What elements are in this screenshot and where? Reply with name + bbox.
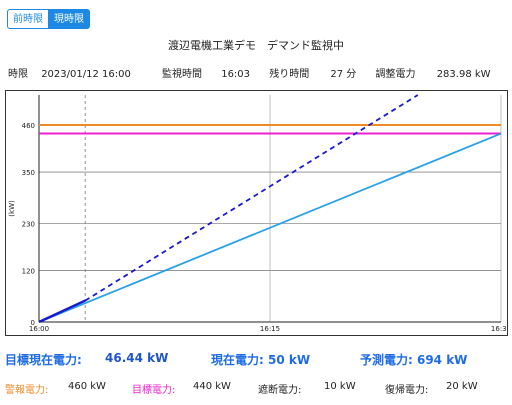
target-label: 目標電力: bbox=[132, 385, 176, 396]
monitor-time-value: 16:03 bbox=[221, 69, 251, 80]
x-tick-label: 16:00 bbox=[29, 325, 49, 333]
adjust-value: 283.98 kW bbox=[436, 69, 491, 80]
tab-previous-period[interactable]: 前時限 bbox=[7, 9, 49, 29]
remaining-value: 27 分 bbox=[330, 69, 357, 80]
current-power-line bbox=[38, 299, 86, 324]
period-label: 時限 bbox=[8, 69, 28, 80]
current-power-label: 現在電力: 50 kW bbox=[211, 353, 311, 367]
period-value: 2023/01/12 16:00 bbox=[41, 69, 131, 80]
period-tabs: 前時限 現時限 bbox=[7, 9, 90, 29]
target-current-label: 目標現在電力: bbox=[5, 353, 82, 367]
restore-value: 20 kW bbox=[446, 381, 478, 392]
target-current-line bbox=[38, 132, 502, 323]
restore-label: 復帰電力: bbox=[385, 385, 429, 396]
y-tick-label: 120 bbox=[22, 268, 35, 276]
y-tick-label: 350 bbox=[22, 169, 35, 177]
y-tick-label: 0 bbox=[31, 319, 35, 327]
forecast-power-line bbox=[84, 94, 419, 302]
cutoff-value: 10 kW bbox=[324, 381, 356, 392]
x-tick-label: 16:15 bbox=[260, 325, 280, 333]
target-value: 440 kW bbox=[193, 381, 231, 392]
adjust-label: 調整電力 bbox=[375, 69, 416, 80]
alarm-value: 460 kW bbox=[68, 381, 106, 392]
forecast-power-label: 予測電力: 694 kW bbox=[360, 353, 468, 367]
alarm-label: 警報電力: bbox=[5, 385, 49, 396]
y-tick-label: 230 bbox=[22, 220, 35, 228]
target-current-value: 46.44 kW bbox=[105, 351, 169, 365]
remaining-label: 残り時間 bbox=[269, 69, 310, 80]
cutoff-label: 遮断電力: bbox=[258, 385, 302, 396]
y-tick-label: 460 bbox=[22, 122, 35, 130]
page-title: 渡辺電機工業デモ デマンド監視中 bbox=[168, 39, 344, 52]
tab-current-period[interactable]: 現時限 bbox=[49, 9, 90, 29]
info-row: 時限 2023/01/12 16:00 監視時間 16:03 残り時間 27 分… bbox=[8, 65, 491, 80]
y-axis-label: (kW) bbox=[8, 200, 16, 217]
x-tick-label: 16:30 bbox=[491, 325, 507, 333]
chart-svg: 0 120 230 350 460 16:00 16:15 16:30 (kW) bbox=[8, 94, 507, 333]
demand-chart: 0 120 230 350 460 16:00 16:15 16:30 (kW) bbox=[5, 90, 508, 336]
monitor-time-label: 監視時間 bbox=[162, 69, 203, 80]
